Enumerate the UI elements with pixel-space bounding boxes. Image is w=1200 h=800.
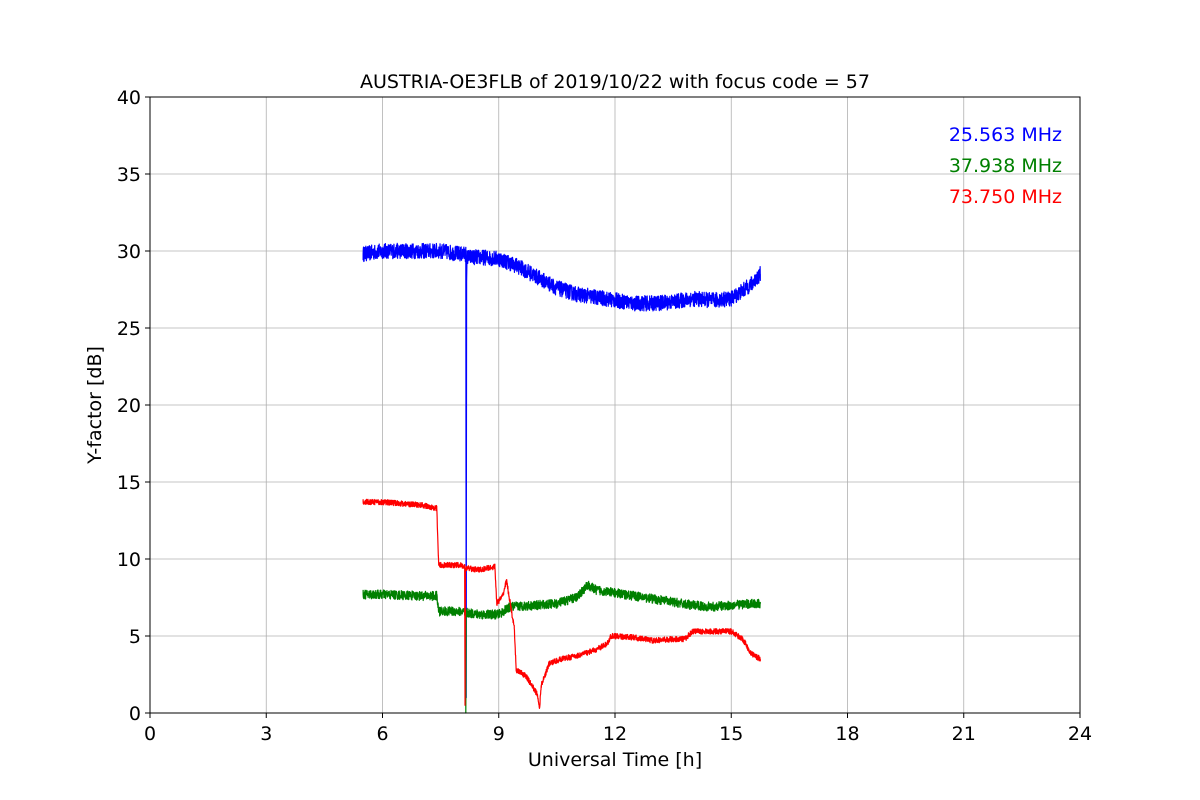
- x-tick-label: 18: [835, 723, 859, 745]
- x-axis-label: Universal Time [h]: [528, 749, 702, 771]
- axis-ticks: 0 3 6 9 12 15 18 21 24 0 5 10 15 20 25 30 35 40: [117, 87, 1092, 745]
- y-tick-label: 30: [117, 241, 141, 263]
- series-line-0: [362, 242, 761, 699]
- x-tick-label: 6: [376, 723, 388, 745]
- legend-entry: 73.750 MHz: [949, 186, 1062, 208]
- y-tick-label: 25: [117, 318, 141, 340]
- x-tick-label: 15: [719, 723, 743, 745]
- series-line-1: [362, 580, 761, 714]
- x-tick-label: 24: [1068, 723, 1092, 745]
- legend-entry: 37.938 MHz: [949, 155, 1062, 177]
- y-tick-label: 35: [117, 164, 141, 186]
- y-tick-label: 20: [117, 395, 141, 417]
- x-tick-label: 0: [144, 723, 156, 745]
- y-tick-label: 15: [117, 472, 141, 494]
- chart-title: AUSTRIA-OE3FLB of 2019/10/22 with focus …: [360, 71, 870, 93]
- legend: 25.563 MHz 37.938 MHz 73.750 MHz: [949, 124, 1062, 208]
- x-tick-label: 12: [603, 723, 627, 745]
- y-axis-label: Y-factor [dB]: [84, 346, 106, 465]
- y-tick-label: 5: [129, 626, 141, 648]
- series-line-2: [362, 498, 761, 709]
- x-tick-label: 3: [260, 723, 272, 745]
- y-tick-label: 0: [129, 703, 141, 725]
- y-tick-label: 10: [117, 549, 141, 571]
- legend-entry: 25.563 MHz: [949, 124, 1062, 146]
- y-tick-label: 40: [117, 87, 141, 109]
- plot-area: [362, 242, 761, 714]
- x-tick-label: 21: [952, 723, 976, 745]
- x-tick-label: 9: [493, 723, 505, 745]
